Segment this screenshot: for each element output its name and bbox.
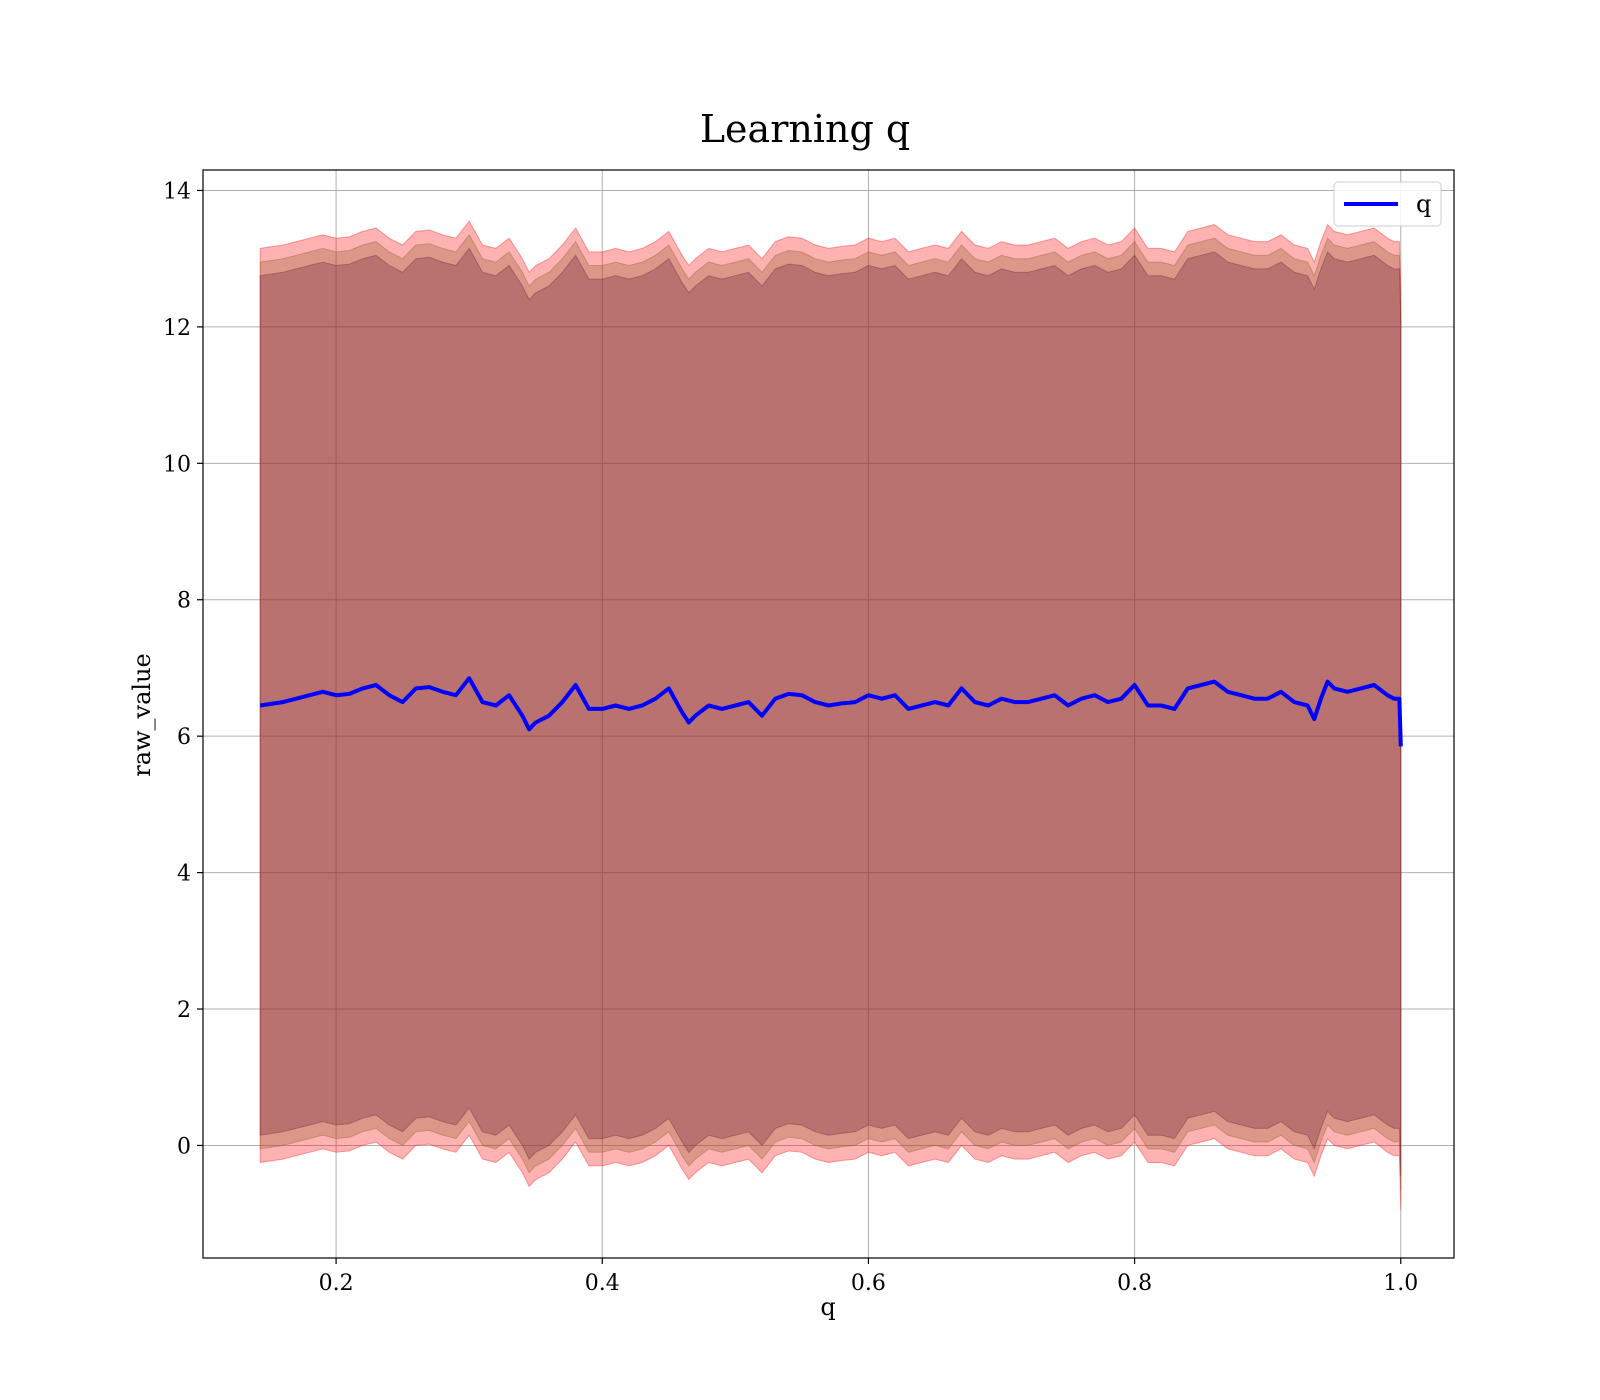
- y-tick-label-7: 14: [163, 179, 191, 204]
- y-tick-label-3: 6: [177, 725, 191, 750]
- x-axis-label: q: [820, 1293, 835, 1321]
- x-tick-label-3: 0.8: [1117, 1271, 1152, 1296]
- grid: [203, 170, 1454, 1258]
- confidence-band-0: [259, 220, 1402, 1211]
- legend-label-q: q: [1416, 190, 1431, 218]
- x-tick-label-4: 1.0: [1383, 1271, 1418, 1296]
- chart-title: Learning q: [700, 107, 910, 151]
- x-tick-label-1: 0.4: [585, 1271, 620, 1296]
- y-tick-label-2: 4: [177, 862, 191, 887]
- y-tick-label-0: 0: [177, 1134, 191, 1159]
- plot-area-frame: [202, 169, 1455, 1259]
- y-tick-label-6: 12: [163, 316, 191, 341]
- axis-ticks: 0.2 0.4 0.6 0.8 1.0 0 2 4 6 8 10 12 14: [163, 179, 1418, 1296]
- confidence-band-1: [259, 233, 1402, 1190]
- y-tick-label-1: 2: [177, 998, 191, 1023]
- x-tick-label-2: 0.6: [851, 1271, 886, 1296]
- x-tick-label-0: 0.2: [319, 1271, 354, 1296]
- legend: q: [1333, 181, 1442, 227]
- y-tick-label-4: 8: [177, 589, 191, 614]
- confidence-bands: [259, 220, 1402, 1211]
- series-lines: [259, 676, 1403, 747]
- series-line-q: [259, 676, 1403, 747]
- y-tick-label-5: 10: [163, 452, 191, 477]
- confidence-band-2: [259, 247, 1402, 1177]
- y-axis-label: raw_value: [128, 653, 156, 777]
